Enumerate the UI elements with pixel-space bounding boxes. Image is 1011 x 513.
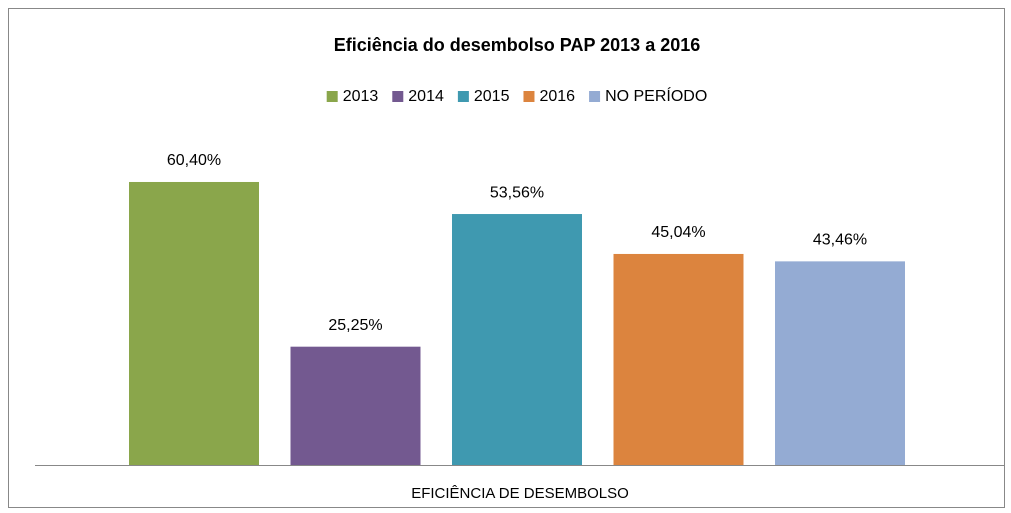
legend-swatch — [457, 91, 469, 102]
data-label: 43,46% — [813, 232, 867, 249]
bar — [775, 261, 905, 465]
legend-label: 2015 — [474, 88, 510, 105]
legend-label: 2016 — [539, 88, 575, 105]
data-label: 45,04% — [651, 224, 705, 241]
data-label: 60,40% — [167, 152, 221, 169]
legend-swatch — [326, 91, 338, 102]
bar — [129, 181, 259, 466]
x-tick-label: EFICIÊNCIA DE DESEMBOLSO — [411, 485, 629, 502]
bar — [290, 346, 421, 465]
data-label: 53,56% — [490, 184, 544, 201]
legend-label: 2014 — [408, 88, 444, 105]
legend-label: NO PERÍODO — [605, 86, 707, 105]
legend-swatch — [392, 91, 404, 102]
legend-label: 2013 — [343, 88, 379, 105]
bar — [613, 253, 744, 465]
chart-title: Eficiência do desembolso PAP 2013 a 2016 — [334, 35, 701, 55]
legend-swatch — [589, 91, 601, 102]
data-label: 25,25% — [328, 317, 382, 334]
bar — [452, 214, 582, 465]
legend-swatch — [523, 91, 535, 102]
